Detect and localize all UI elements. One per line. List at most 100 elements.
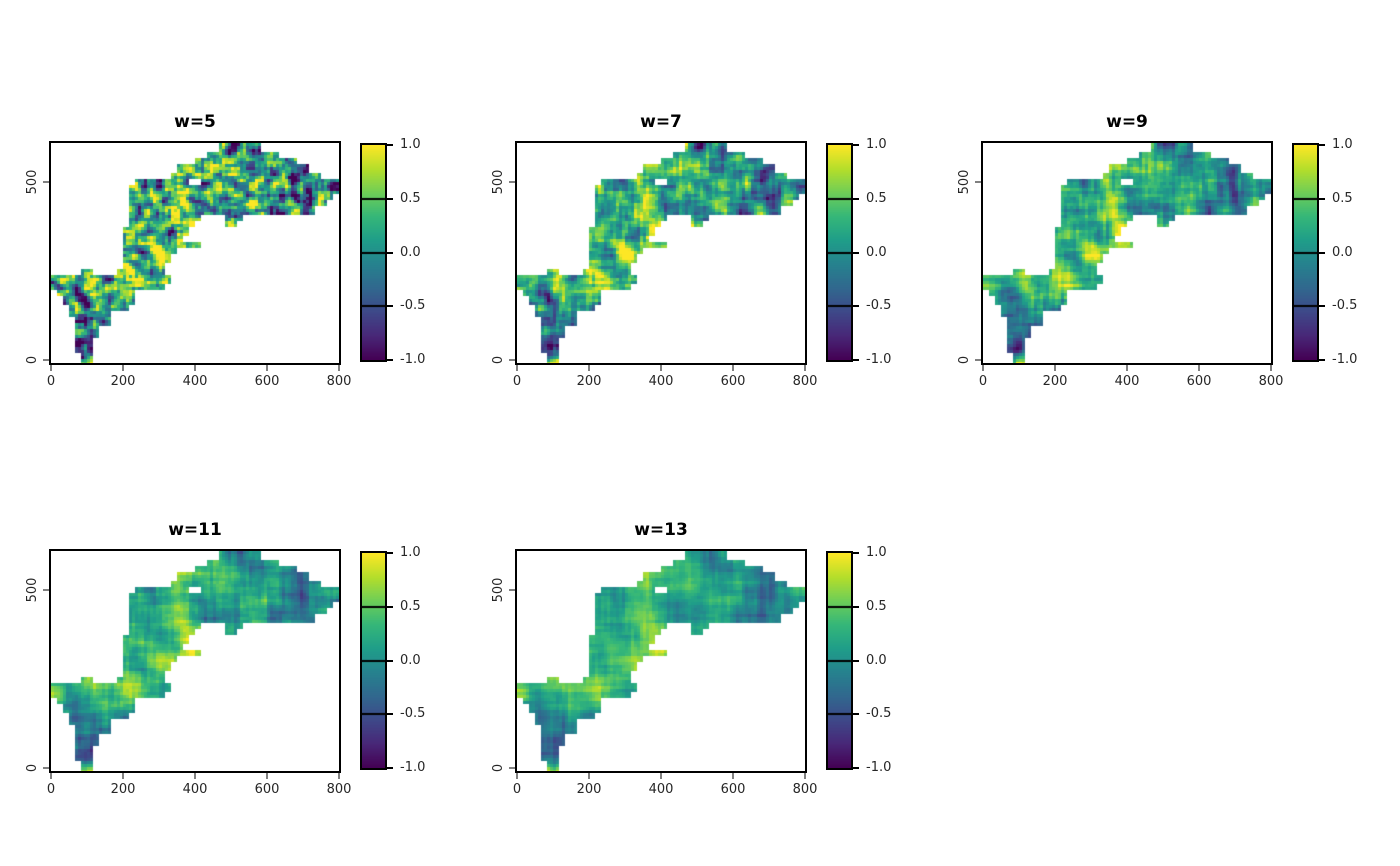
colorbar-tick-label: -1.0 — [1332, 352, 1358, 367]
x-tick — [194, 773, 196, 779]
y-tick — [43, 589, 49, 592]
colorbar-tick-label: 1.0 — [1332, 137, 1353, 152]
heatmap-canvas — [51, 143, 339, 363]
colorbar-tick-label: 1.0 — [866, 545, 887, 560]
x-tick-label: 400 — [182, 782, 208, 797]
colorbar-tick — [387, 767, 393, 769]
colorbar-tick — [1319, 144, 1325, 146]
x-tick-label: 800 — [326, 374, 352, 389]
colorbar-tick — [853, 144, 859, 146]
x-tick — [804, 773, 806, 779]
y-tick — [509, 589, 515, 592]
y-tick-label: 500 — [957, 169, 972, 195]
x-tick — [982, 365, 984, 371]
colorbar-tick-label: 0.5 — [866, 598, 887, 614]
x-tick-label: 600 — [720, 374, 746, 389]
x-tick-label: 200 — [576, 782, 602, 797]
panel-title: w=5 — [174, 112, 216, 132]
colorbar — [360, 551, 387, 770]
x-tick-label: 0 — [512, 782, 522, 797]
colorbar-tick — [853, 251, 859, 254]
x-tick — [732, 773, 734, 779]
colorbar-tick — [853, 305, 859, 308]
x-tick — [804, 365, 806, 371]
colorbar-tick — [1319, 359, 1325, 361]
colorbar-tick-label: -1.0 — [866, 352, 892, 367]
colorbar-tick-label: 0.0 — [400, 244, 421, 260]
colorbar-tick — [387, 605, 393, 608]
x-tick-label: 600 — [254, 374, 280, 389]
x-tick-label: 800 — [792, 782, 818, 797]
colorbar — [826, 551, 853, 770]
x-tick — [122, 773, 124, 779]
x-tick — [338, 365, 340, 371]
y-tick — [509, 359, 515, 362]
x-tick-label: 0 — [46, 374, 56, 389]
x-tick — [516, 365, 518, 371]
x-tick — [1054, 365, 1056, 371]
colorbar-tick — [387, 713, 393, 716]
x-tick — [1270, 365, 1272, 371]
colorbar-tick-label: -0.5 — [400, 706, 426, 722]
colorbar-tick — [387, 197, 393, 200]
y-tick — [43, 359, 49, 362]
colorbar-tick — [853, 713, 859, 716]
colorbar-tick-label: 0.5 — [400, 190, 421, 206]
colorbar-tick-label: 0.5 — [400, 598, 421, 614]
colorbar — [360, 143, 387, 362]
x-tick — [588, 773, 590, 779]
x-tick-label: 0 — [978, 374, 988, 389]
x-tick-label: 600 — [254, 782, 280, 797]
x-tick — [660, 773, 662, 779]
x-tick — [1126, 365, 1128, 371]
colorbar-tick — [853, 359, 859, 361]
x-tick-label: 200 — [110, 374, 136, 389]
heatmap-canvas — [983, 143, 1271, 363]
colorbar — [826, 143, 853, 362]
plot-box — [49, 141, 341, 365]
x-tick-label: 200 — [576, 374, 602, 389]
colorbar-tick — [1319, 251, 1325, 254]
y-tick — [975, 359, 981, 362]
x-tick-label: 0 — [512, 374, 522, 389]
colorbar-tick — [853, 197, 859, 200]
colorbar-tick — [853, 767, 859, 769]
y-tick-label: 0 — [25, 764, 40, 773]
colorbar-tick-label: 1.0 — [866, 137, 887, 152]
colorbar-tick — [387, 251, 393, 254]
colorbar-tick-label: 0.0 — [866, 652, 887, 668]
colorbar-tick — [1319, 305, 1325, 308]
y-tick — [509, 767, 515, 770]
x-tick-label: 400 — [648, 782, 674, 797]
y-tick-label: 500 — [25, 169, 40, 195]
x-tick-label: 800 — [792, 374, 818, 389]
colorbar-tick — [853, 659, 859, 662]
colorbar-tick-label: -1.0 — [400, 352, 426, 367]
x-tick — [50, 365, 52, 371]
colorbar-tick — [1319, 197, 1325, 200]
x-tick-label: 400 — [182, 374, 208, 389]
colorbar-tick-label: -0.5 — [400, 298, 426, 314]
y-tick — [43, 767, 49, 770]
colorbar-tick-label: 0.5 — [1332, 190, 1353, 206]
x-tick-label: 400 — [648, 374, 674, 389]
panel-title: w=11 — [168, 520, 222, 540]
plot-box — [515, 141, 807, 365]
y-tick-label: 0 — [25, 356, 40, 365]
panel-title: w=7 — [640, 112, 682, 132]
x-tick — [266, 773, 268, 779]
x-tick — [194, 365, 196, 371]
x-tick — [732, 365, 734, 371]
x-tick-label: 600 — [1186, 374, 1212, 389]
x-tick-label: 0 — [46, 782, 56, 797]
colorbar-tick — [387, 552, 393, 554]
y-tick-label: 0 — [957, 356, 972, 365]
colorbar-tick — [853, 605, 859, 608]
plot-box — [515, 549, 807, 773]
y-tick-label: 0 — [491, 764, 506, 773]
colorbar-tick-label: 0.0 — [400, 652, 421, 668]
x-tick — [660, 365, 662, 371]
colorbar-tick-label: 1.0 — [400, 137, 421, 152]
x-tick — [122, 365, 124, 371]
